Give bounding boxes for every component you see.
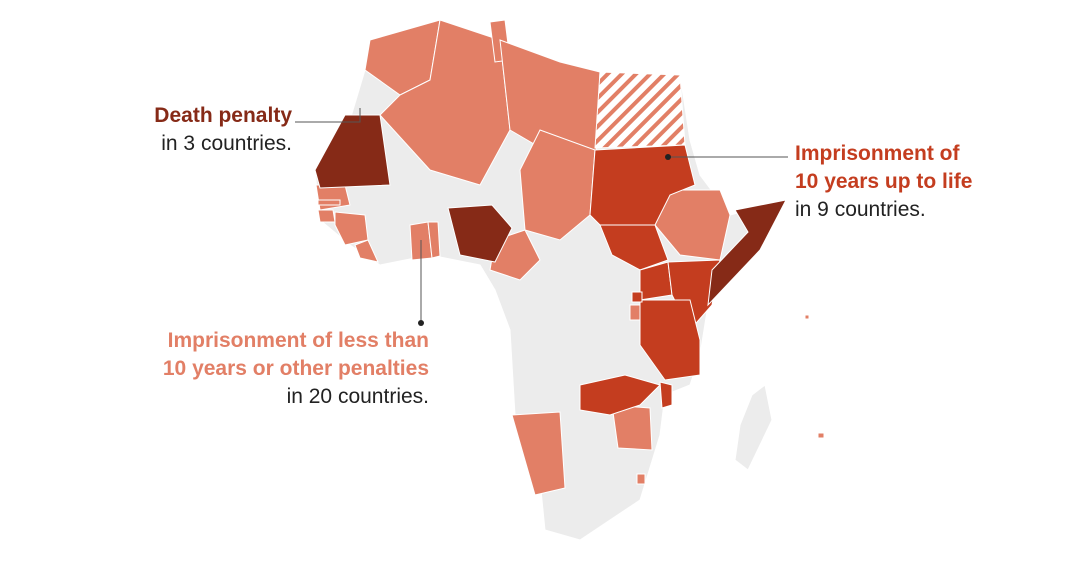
country-malawi bbox=[659, 381, 673, 409]
country-nigeria bbox=[447, 204, 513, 263]
legend-imprisonment-less: Imprisonment of less than 10 years or ot… bbox=[163, 327, 429, 411]
country-namibia bbox=[511, 411, 566, 496]
country-mauritania bbox=[314, 114, 391, 189]
country-egypt-hatched bbox=[594, 71, 686, 149]
country-liberia bbox=[354, 239, 379, 263]
legend-death-penalty: Death penalty in 3 countries. bbox=[154, 102, 292, 158]
country-algeria bbox=[379, 19, 511, 186]
legend-death-title: Death penalty bbox=[154, 104, 292, 127]
leader-lines bbox=[295, 108, 788, 326]
country-gambia bbox=[317, 199, 341, 206]
country-guinea-bissau bbox=[317, 209, 336, 223]
legend-less-title-1: Imprisonment of less than bbox=[167, 329, 429, 352]
legend-imprisonment-life: Imprisonment of 10 years up to life in 9… bbox=[795, 140, 972, 224]
madagascar bbox=[734, 384, 773, 471]
country-zimbabwe bbox=[611, 404, 653, 451]
country-tanzania bbox=[639, 299, 701, 381]
legend-life-title-1: Imprisonment of bbox=[795, 142, 960, 165]
country-guinea bbox=[334, 211, 369, 246]
country-zambia bbox=[579, 374, 661, 416]
legend-life-title-2: 10 years up to life bbox=[795, 170, 973, 193]
legend-life-count: in 9 countries. bbox=[795, 198, 926, 221]
legend-less-count: in 20 countries. bbox=[286, 385, 429, 408]
legend-less-title-2: 10 years or other penalties bbox=[162, 357, 429, 380]
country-rwanda bbox=[631, 291, 643, 303]
country-sudan bbox=[589, 144, 696, 226]
country-burundi bbox=[629, 304, 641, 321]
country-senegal bbox=[315, 184, 351, 211]
country-somalia bbox=[707, 199, 787, 307]
country-mauritius bbox=[817, 432, 825, 439]
country-seychelles bbox=[804, 314, 810, 320]
country-togo bbox=[427, 221, 441, 259]
country-south-sudan bbox=[599, 224, 669, 271]
legend-death-count: in 3 countries. bbox=[161, 132, 292, 155]
country-eswatini bbox=[636, 473, 646, 485]
